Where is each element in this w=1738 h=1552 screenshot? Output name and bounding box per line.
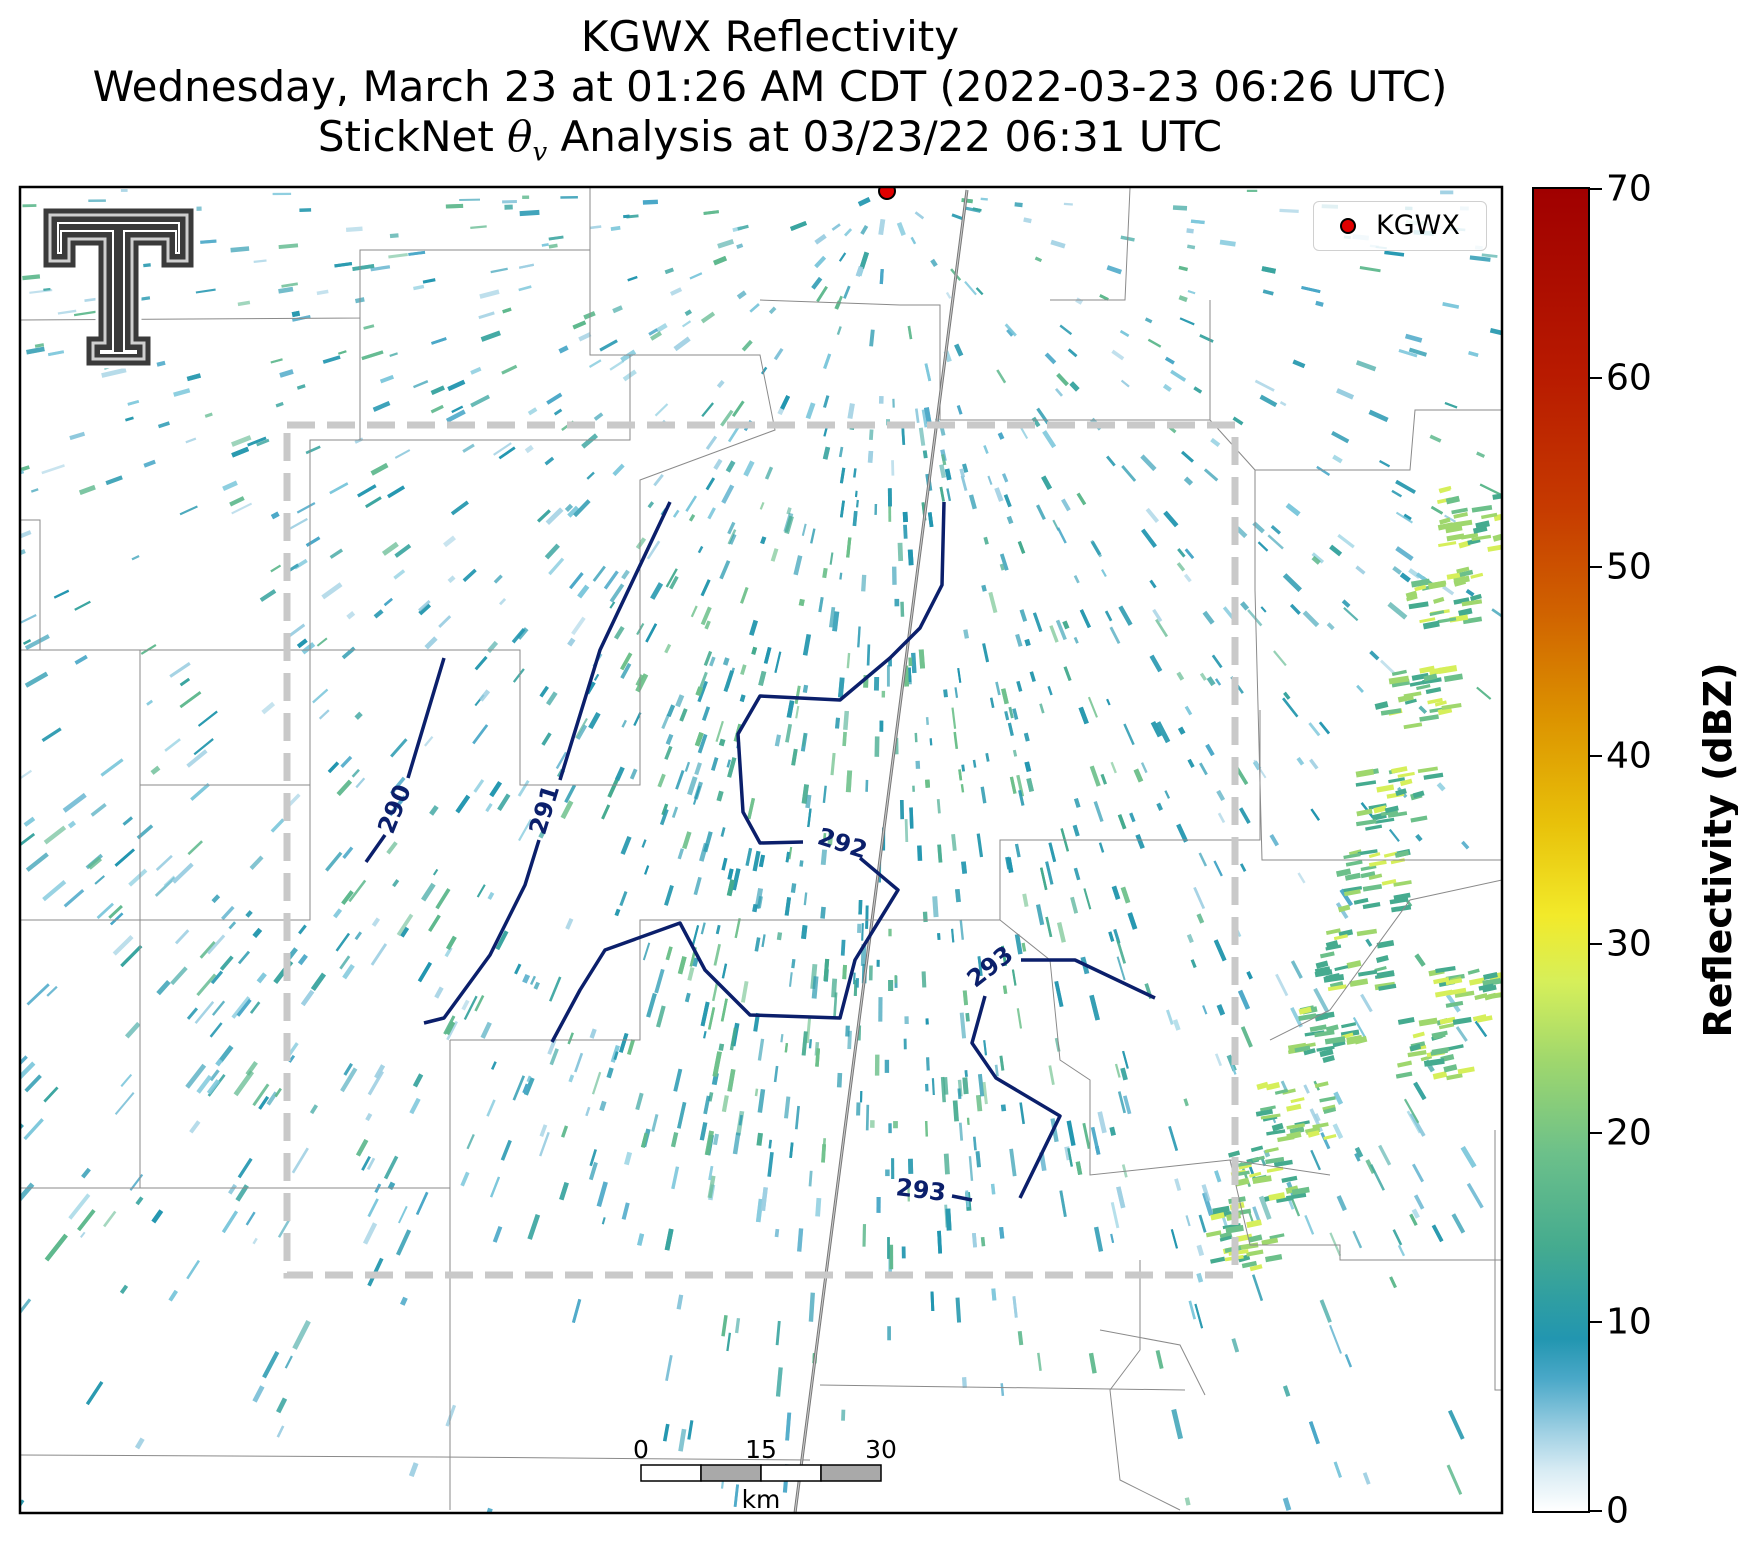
scale-bar: 0 15 30 km — [633, 1435, 897, 1514]
colorbar-tick-mark — [1590, 943, 1602, 946]
colorbar-tick-mark — [1590, 376, 1602, 379]
colorbar-tick-mark — [1590, 754, 1602, 757]
legend-label: KGWX — [1376, 210, 1460, 241]
map-frame — [18, 185, 1504, 1515]
colorbar-tick-label: 40 — [1606, 735, 1652, 777]
colorbar-tick-label: 20 — [1606, 1112, 1652, 1154]
legend: KGWX — [1313, 201, 1487, 251]
scale-unit: km — [742, 1485, 781, 1514]
colorbar-title: Reflectivity (dBZ) — [1696, 662, 1738, 1038]
map-background — [20, 187, 1502, 1513]
title-line-1: KGWX Reflectivity — [580, 12, 960, 61]
colorbar-tick-mark — [1590, 1132, 1602, 1135]
theta-v-contours — [364, 501, 1156, 1202]
colorbar-tick-mark — [1590, 565, 1602, 568]
radar-site-legend-icon — [1340, 218, 1356, 234]
county-boundaries — [20, 187, 1502, 1511]
colorbar-tick-mark — [1590, 1510, 1602, 1512]
colorbar — [1532, 187, 1590, 1513]
colorbar-tick-label: 0 — [1606, 1490, 1629, 1532]
radar-site-marker[interactable] — [878, 183, 896, 200]
title-block: KGWX Reflectivity Wednesday, March 23 at… — [0, 12, 1540, 177]
colorbar-tick-label: 10 — [1606, 1301, 1652, 1343]
colorbar-tick-label: 60 — [1606, 357, 1652, 399]
colorbar-tick-label: 70 — [1606, 168, 1652, 210]
analysis-domain-box — [283, 421, 1239, 1279]
contour-label-293-b: 293 — [894, 1173, 947, 1207]
scale-tick-0: 0 — [633, 1435, 649, 1464]
scale-tick-30: 30 — [865, 1435, 897, 1464]
scale-tick-15: 15 — [745, 1435, 777, 1464]
colorbar-tick-mark — [1590, 1321, 1602, 1324]
colorbar-tick-label: 30 — [1606, 923, 1652, 965]
colorbar-tick-mark — [1590, 188, 1602, 190]
radar-echo-field — [20, 189, 1502, 1513]
title-line-2: Wednesday, March 23 at 01:26 AM CDT (202… — [92, 62, 1448, 111]
texas-tech-double-t-logo — [40, 205, 197, 369]
title-line-3: StickNet θv Analysis at 03/23/22 06:31 U… — [317, 112, 1223, 168]
colorbar-tick-label: 50 — [1606, 546, 1652, 588]
